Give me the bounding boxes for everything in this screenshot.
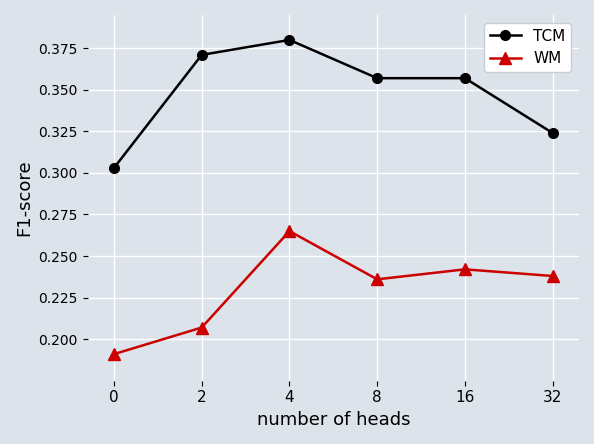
WM (286, 229, 293, 234)
WM (374, 277, 381, 282)
WM (462, 267, 469, 272)
TCM (374, 75, 381, 81)
Legend: TCM, WM: TCM, WM (484, 23, 571, 72)
Y-axis label: F1-score: F1-score (15, 159, 33, 236)
X-axis label: number of heads: number of heads (257, 411, 410, 429)
WM (110, 352, 118, 357)
TCM (549, 131, 556, 136)
TCM (110, 165, 118, 170)
Line: WM: WM (109, 226, 558, 360)
WM (198, 325, 206, 330)
TCM (462, 75, 469, 81)
WM (549, 274, 556, 279)
TCM (286, 37, 293, 43)
Line: TCM: TCM (109, 35, 558, 173)
TCM (198, 52, 206, 58)
